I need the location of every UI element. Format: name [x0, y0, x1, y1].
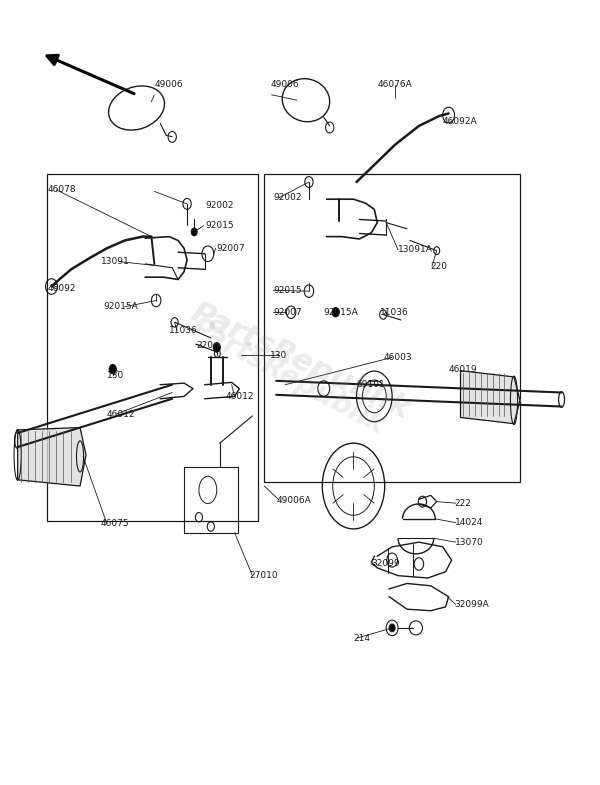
Circle shape [213, 342, 220, 352]
Text: 14024: 14024 [455, 518, 483, 528]
Text: 46012: 46012 [226, 392, 254, 401]
Text: 46003: 46003 [383, 353, 412, 362]
Circle shape [191, 228, 197, 235]
Text: 46078: 46078 [47, 185, 76, 195]
Text: 130: 130 [270, 351, 287, 360]
Text: 92002: 92002 [205, 201, 233, 210]
Circle shape [332, 308, 339, 317]
Text: 46075: 46075 [101, 519, 130, 528]
Polygon shape [461, 371, 520, 424]
Text: 130: 130 [107, 371, 124, 380]
Text: 11036: 11036 [169, 326, 198, 334]
Text: 49006: 49006 [154, 80, 183, 89]
Text: 92007: 92007 [217, 244, 245, 253]
Text: 11036: 11036 [380, 308, 409, 316]
Polygon shape [17, 428, 86, 486]
Circle shape [109, 364, 116, 374]
Text: 92015: 92015 [273, 286, 302, 295]
Text: 32099: 32099 [371, 560, 400, 568]
Text: 46012: 46012 [107, 410, 136, 419]
Text: PartsRepublik: PartsRepublik [186, 298, 414, 425]
Text: 222: 222 [455, 498, 472, 508]
Text: 214: 214 [353, 633, 370, 643]
Text: 92007: 92007 [273, 308, 302, 316]
Text: 46092: 46092 [47, 284, 76, 294]
Text: 13070: 13070 [455, 538, 484, 546]
Text: 13091: 13091 [101, 257, 130, 266]
Text: 32099A: 32099A [455, 600, 490, 609]
Text: 27010: 27010 [250, 571, 278, 580]
Text: 49006A: 49006A [276, 495, 311, 505]
Text: 49006: 49006 [270, 80, 299, 89]
Text: 92002: 92002 [273, 193, 302, 203]
Text: 92015A: 92015A [104, 302, 139, 312]
Text: 220: 220 [196, 341, 213, 350]
Text: 92015: 92015 [205, 221, 233, 230]
Text: 46076A: 46076A [377, 80, 412, 89]
Text: 46092A: 46092A [443, 117, 477, 126]
Text: 13091A: 13091A [398, 246, 433, 254]
Text: 46019: 46019 [449, 364, 477, 374]
Circle shape [389, 624, 395, 632]
Text: 69101: 69101 [356, 380, 385, 389]
Text: PartsRepublik: PartsRepublik [186, 314, 391, 440]
Text: 220: 220 [431, 261, 448, 271]
Text: 92015A: 92015A [324, 308, 359, 316]
